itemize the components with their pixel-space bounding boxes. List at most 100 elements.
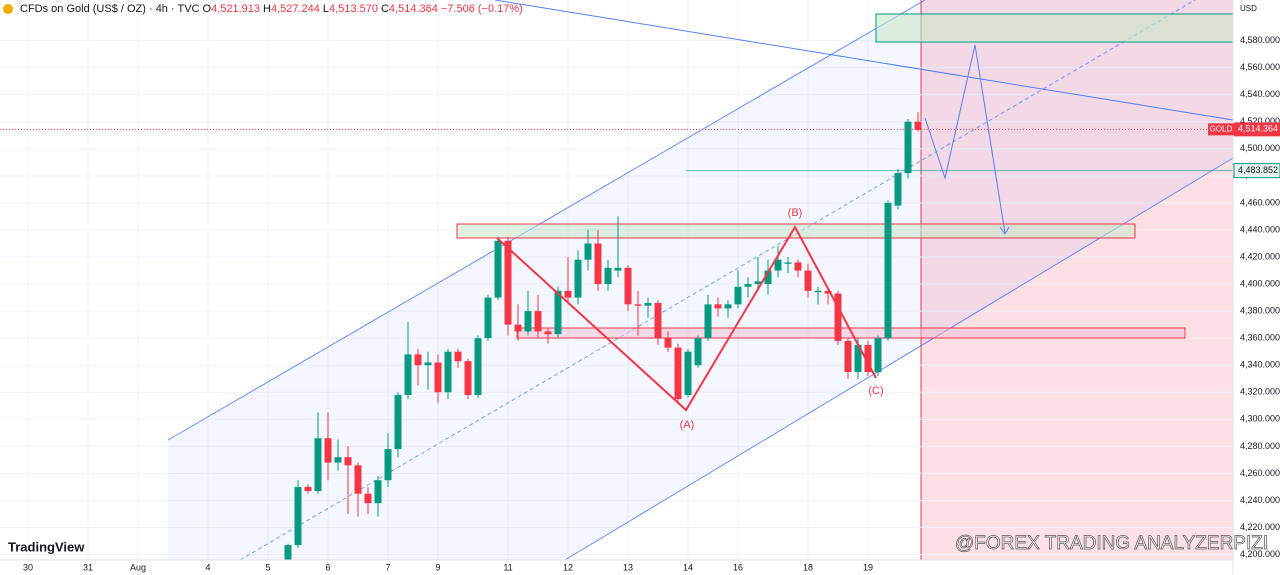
price-tag — [1234, 122, 1280, 137]
y-tick-label: 4,200.000 — [1240, 549, 1280, 559]
x-tick-label: 18 — [803, 562, 813, 572]
price-tag-text: 4,514.364 — [1238, 124, 1278, 134]
y-tick-label: 4,260.000 — [1240, 468, 1280, 478]
y-tick-label: 4,400.000 — [1240, 278, 1280, 288]
candle-body — [594, 243, 602, 285]
candle-body — [294, 486, 302, 546]
y-tick-label: 4,540.000 — [1240, 89, 1280, 99]
candle-body — [394, 394, 402, 450]
x-tick-label: 4 — [205, 562, 210, 572]
candle-body — [344, 457, 352, 466]
candle-body — [814, 290, 822, 293]
header-part: 4,513.570 — [329, 3, 378, 15]
candle-body — [874, 338, 882, 372]
candle-body — [654, 302, 662, 339]
channel-upper — [167, 0, 926, 441]
candle-body — [574, 259, 582, 298]
projection-arrow — [999, 226, 1010, 235]
candle-body — [914, 121, 922, 130]
x-tick-label: 5 — [265, 562, 270, 572]
x-tick-label: Aug — [130, 562, 146, 572]
candle-body — [674, 347, 682, 400]
candle-body — [454, 351, 462, 362]
watermark: @FOREX TRADING ANALYZERPIZI — [955, 533, 1268, 554]
candle-body — [554, 290, 562, 335]
y-tick-label: 4,380.000 — [1240, 305, 1280, 315]
candle-body — [704, 304, 712, 339]
y-tick-label: 4,460.000 — [1240, 197, 1280, 207]
symbol-icon — [3, 4, 13, 14]
forecast-zone — [921, 0, 1233, 560]
header-part: O — [203, 3, 212, 15]
abc-pattern — [496, 224, 877, 412]
candle-body — [774, 259, 782, 271]
candle-body — [764, 270, 772, 285]
candle-body — [694, 338, 702, 366]
candle-body — [434, 362, 442, 393]
candle-body — [314, 438, 322, 492]
header-part: 4,521.913 — [211, 3, 260, 15]
candle-body — [354, 465, 362, 494]
level-tag-text: 4,483.852 — [1238, 165, 1278, 175]
channel-fill — [168, 0, 1233, 560]
channel-mid — [239, 0, 1196, 561]
candle-body — [834, 293, 842, 341]
header-part: 4,514.364 — [389, 3, 438, 15]
candle-body — [514, 324, 522, 332]
candle-body — [284, 545, 292, 560]
x-tick-label: 9 — [435, 562, 440, 572]
header: CFDs on Gold (US$ / OZ) · 4h · TVC O4,521… — [20, 3, 523, 15]
target-zone — [875, 13, 1234, 43]
candle-body — [604, 267, 612, 285]
header-part: −7.506 (−0.17%) — [441, 3, 523, 15]
wave-label: (B) — [788, 207, 803, 219]
candle-body — [754, 281, 762, 285]
resistance-zone — [456, 223, 1136, 239]
candle-body — [444, 351, 452, 393]
candle-body — [324, 438, 332, 463]
candle-body — [824, 290, 832, 294]
brand: TradingView — [8, 539, 85, 554]
header-part: C — [381, 3, 389, 15]
header-part: H — [263, 3, 271, 15]
projection-path — [924, 44, 1006, 234]
candle-body — [494, 240, 502, 298]
candle-body — [304, 486, 312, 492]
x-tick-label: 11 — [503, 562, 512, 572]
y-tick-label: 4,300.000 — [1240, 414, 1280, 424]
candle-body — [884, 202, 892, 339]
candle-body — [864, 344, 872, 372]
candle-body — [664, 338, 672, 348]
x-tick-label: 19 — [863, 562, 873, 572]
wave-label: (C) — [868, 385, 883, 397]
y-tick-label: 4,520.000 — [1240, 116, 1280, 126]
candle-body — [374, 480, 382, 504]
candle-body — [894, 173, 902, 206]
x-tick-label: 31 — [83, 562, 93, 572]
wave-label: (A) — [680, 419, 695, 431]
symbol-tag — [1208, 123, 1234, 136]
candle-body — [684, 351, 692, 395]
candle-body — [364, 493, 372, 504]
y-tick-label: 4,340.000 — [1240, 360, 1280, 370]
candle-body — [744, 284, 752, 287]
candle-body — [544, 331, 552, 335]
x-tick-label: 14 — [683, 562, 693, 572]
time-axis — [0, 560, 1233, 575]
y-tick-label: 4,320.000 — [1240, 387, 1280, 397]
x-tick-label: 16 — [733, 562, 743, 572]
level-tag — [1233, 163, 1280, 179]
x-tick-label: 12 — [563, 562, 573, 572]
header-part: 4,527.244 — [271, 3, 320, 15]
candle-body — [714, 304, 722, 309]
y-tick-label: 4,500.000 — [1240, 143, 1280, 153]
candle-body — [584, 243, 592, 260]
candle-body — [804, 270, 812, 291]
candle-body — [424, 362, 432, 366]
y-tick-label: 4,280.000 — [1240, 441, 1280, 451]
candle-body — [854, 344, 862, 372]
candle-body — [644, 302, 652, 306]
candle-body — [414, 354, 422, 366]
x-tick-label: 30 — [23, 562, 33, 572]
